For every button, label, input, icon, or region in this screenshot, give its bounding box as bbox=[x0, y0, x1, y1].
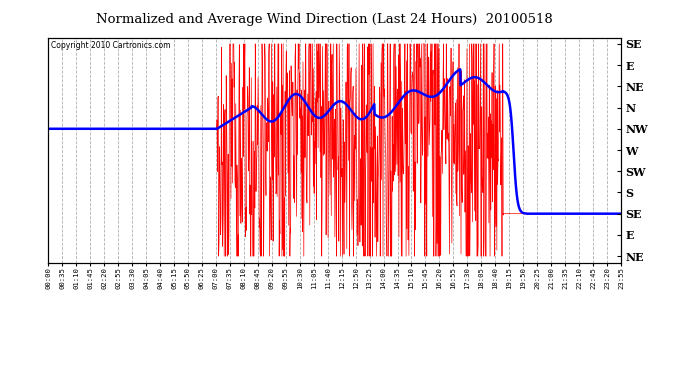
Text: Copyright 2010 Cartronics.com: Copyright 2010 Cartronics.com bbox=[51, 41, 170, 50]
Text: Normalized and Average Wind Direction (Last 24 Hours)  20100518: Normalized and Average Wind Direction (L… bbox=[96, 13, 553, 26]
